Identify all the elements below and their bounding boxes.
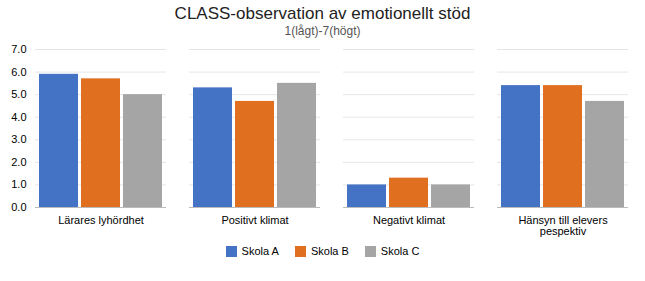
html-text:Skola B: Skola B bbox=[310, 245, 349, 257]
svg-text:4.0: 4.0 bbox=[11, 111, 26, 123]
svg-text:1.0: 1.0 bbox=[11, 178, 26, 190]
svg-text:7.0: 7.0 bbox=[11, 43, 26, 55]
html-text:1(lågt)-7(högt): 1(lågt)-7(högt) bbox=[284, 24, 361, 38]
svg-text:Negativt klimat: Negativt klimat bbox=[373, 214, 445, 226]
html-text:Skola A: Skola A bbox=[241, 245, 279, 257]
svg-text:2.0: 2.0 bbox=[11, 156, 26, 168]
svg-text:Hänsyn till eleverspespektiv: Hänsyn till eleverspespektiv bbox=[518, 214, 608, 237]
svg-text:Positivt klimat: Positivt klimat bbox=[221, 214, 288, 226]
svg-text:Lärares lyhördhet: Lärares lyhördhet bbox=[58, 214, 144, 226]
svg-text:0.0: 0.0 bbox=[11, 201, 26, 213]
html-text:Skola C: Skola C bbox=[380, 245, 420, 257]
svg-text:3.0: 3.0 bbox=[11, 133, 26, 145]
svg-text:6.0: 6.0 bbox=[11, 66, 26, 78]
html-text:CLASS-observation av emotionel: CLASS-observation av emotionellt stöd bbox=[174, 4, 471, 23]
svg-text:5.0: 5.0 bbox=[11, 88, 26, 100]
